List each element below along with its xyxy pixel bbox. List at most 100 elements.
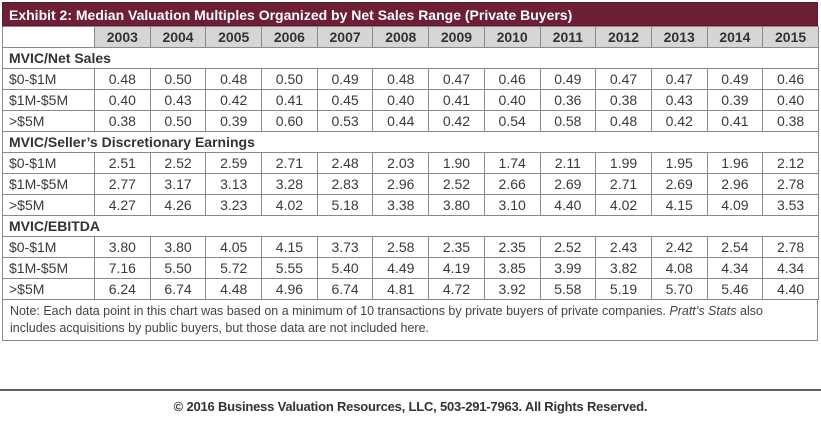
value-cell: 2.11 — [539, 152, 597, 174]
value-cell: 4.27 — [94, 194, 151, 216]
value-cell: 0.53 — [316, 110, 374, 132]
year-header: 2014 — [706, 26, 764, 48]
value-cell: 0.42 — [650, 110, 708, 132]
value-cell: 4.34 — [706, 257, 764, 279]
table-row: $0-$1M 3.80 3.80 4.05 4.15 3.73 2.58 2.35 2.35 2.… — [2, 236, 819, 258]
value-cell: 0.38 — [762, 110, 819, 132]
value-cell: 5.19 — [595, 278, 652, 300]
year-header: 2004 — [149, 26, 207, 48]
value-cell: 4.40 — [539, 194, 597, 216]
value-cell: 5.70 — [650, 278, 708, 300]
value-cell: 2.78 — [762, 173, 819, 195]
exhibit-table-container: Exhibit 2: Median Valuation Multiples Or… — [2, 2, 819, 341]
value-cell: 5.55 — [261, 257, 318, 279]
header-blank-cell — [2, 26, 95, 48]
value-cell: 0.48 — [205, 68, 263, 90]
table-row: $1M-$5M 2.77 3.17 3.13 3.28 2.83 2.96 2.52 2.66 2… — [2, 173, 819, 195]
value-cell: 0.42 — [428, 110, 485, 132]
row-label: $1M-$5M — [2, 173, 95, 195]
row-label: $0-$1M — [2, 68, 95, 90]
value-cell: 4.15 — [261, 236, 318, 258]
table-row: $0-$1M 0.48 0.50 0.48 0.50 0.49 0.48 0.47 0.46 0.… — [2, 68, 819, 90]
value-cell: 4.72 — [428, 278, 485, 300]
value-cell: 2.69 — [650, 173, 708, 195]
value-cell: 2.43 — [595, 236, 652, 258]
value-cell: 0.39 — [706, 89, 764, 111]
value-cell: 1.74 — [483, 152, 541, 174]
value-cell: 2.48 — [316, 152, 374, 174]
value-cell: 4.09 — [706, 194, 764, 216]
value-cell: 0.58 — [539, 110, 597, 132]
value-cell: 0.40 — [762, 89, 819, 111]
value-cell: 4.81 — [372, 278, 430, 300]
value-cell: 3.73 — [316, 236, 374, 258]
year-header-row: 2003 2004 2005 2006 2007 2008 2009 2010 … — [2, 26, 819, 48]
note-text-1: Note: Each data point in this chart was … — [10, 304, 670, 318]
exhibit-title: Exhibit 2: Median Valuation Multiples Or… — [2, 2, 818, 26]
value-cell: 3.53 — [762, 194, 819, 216]
value-cell: 5.18 — [316, 194, 374, 216]
value-cell: 2.54 — [706, 236, 764, 258]
value-cell: 3.80 — [428, 194, 485, 216]
value-cell: 3.38 — [372, 194, 430, 216]
value-cell: 2.52 — [428, 173, 485, 195]
value-cell: 3.92 — [483, 278, 541, 300]
value-cell: 2.83 — [316, 173, 374, 195]
table-row: $0-$1M 2.51 2.52 2.59 2.71 2.48 2.03 1.90 1.74 2.… — [2, 152, 819, 174]
table-row: >$5M 6.24 6.74 4.48 4.96 6.74 4.81 4.72 3.92 5.58… — [2, 278, 819, 300]
value-cell: 0.41 — [261, 89, 318, 111]
value-cell: 0.49 — [316, 68, 374, 90]
table-row: >$5M 4.27 4.26 3.23 4.02 5.18 3.38 3.80 3.10 4.40… — [2, 194, 819, 216]
footer-divider — [0, 389, 821, 391]
year-header: 2007 — [316, 26, 374, 48]
value-cell: 3.82 — [595, 257, 652, 279]
value-cell: 0.43 — [650, 89, 708, 111]
year-header: 2005 — [205, 26, 263, 48]
section-heading: MVIC/Net Sales — [2, 47, 819, 69]
value-cell: 0.48 — [372, 68, 430, 90]
value-cell: 1.99 — [595, 152, 652, 174]
value-cell: 3.99 — [539, 257, 597, 279]
year-header: 2015 — [762, 26, 819, 48]
value-cell: 4.96 — [261, 278, 318, 300]
value-cell: 0.41 — [428, 89, 485, 111]
value-cell: 1.96 — [706, 152, 764, 174]
value-cell: 0.50 — [149, 110, 207, 132]
table-row: $1M-$5M 0.40 0.43 0.42 0.41 0.45 0.40 0.41 0.40 0… — [2, 89, 819, 111]
row-label: $1M-$5M — [2, 257, 95, 279]
value-cell: 3.28 — [261, 173, 318, 195]
value-cell: 2.35 — [428, 236, 485, 258]
value-cell: 2.66 — [483, 173, 541, 195]
value-cell: 3.80 — [149, 236, 207, 258]
value-cell: 3.85 — [483, 257, 541, 279]
value-cell: 3.17 — [149, 173, 207, 195]
value-cell: 2.78 — [762, 236, 819, 258]
section-row: MVIC/Seller’s Discretionary Earnings — [2, 131, 819, 153]
row-label: >$5M — [2, 110, 95, 132]
value-cell: 0.48 — [595, 110, 652, 132]
value-cell: 0.46 — [762, 68, 819, 90]
year-header: 2009 — [428, 26, 485, 48]
year-header: 2006 — [261, 26, 318, 48]
value-cell: 5.50 — [149, 257, 207, 279]
value-cell: 0.40 — [483, 89, 541, 111]
value-cell: 2.96 — [706, 173, 764, 195]
value-cell: 3.23 — [205, 194, 263, 216]
value-cell: 2.77 — [94, 173, 151, 195]
value-cell: 2.42 — [650, 236, 708, 258]
value-cell: 1.95 — [650, 152, 708, 174]
year-header: 2011 — [539, 26, 597, 48]
value-cell: 0.42 — [205, 89, 263, 111]
value-cell: 2.03 — [372, 152, 430, 174]
value-cell: 0.36 — [539, 89, 597, 111]
value-cell: 2.71 — [595, 173, 652, 195]
table-row: $1M-$5M 7.16 5.50 5.72 5.55 5.40 4.49 4.19 3.85 3… — [2, 257, 819, 279]
section-row: MVIC/EBITDA — [2, 215, 819, 237]
row-label: $0-$1M — [2, 152, 95, 174]
value-cell: 2.35 — [483, 236, 541, 258]
value-cell: 2.12 — [762, 152, 819, 174]
row-label: >$5M — [2, 194, 95, 216]
value-cell: 0.47 — [650, 68, 708, 90]
value-cell: 0.54 — [483, 110, 541, 132]
value-cell: 4.49 — [372, 257, 430, 279]
